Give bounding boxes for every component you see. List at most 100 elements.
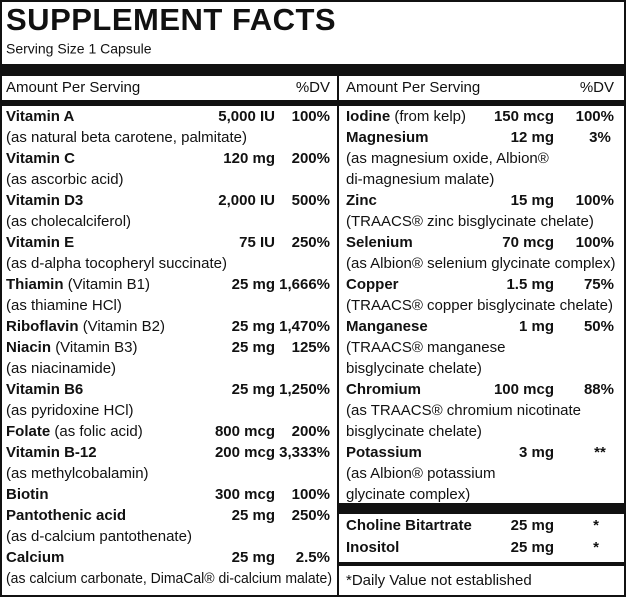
nutrient-source: bisglycinate chelate) — [346, 423, 482, 440]
daily-value: * — [593, 539, 599, 556]
nutrient-name: Folate — [6, 423, 50, 440]
nutrient-name-line: Vitamin B6 — [6, 381, 83, 398]
nutrient-name: Niacin — [6, 339, 51, 356]
nutrient-name: Zinc — [346, 192, 377, 209]
amount: 25 mg — [511, 539, 554, 556]
nutrient-name-line: Thiamin (Vitamin B1) — [6, 276, 150, 293]
amount: 300 mcg — [215, 486, 275, 503]
daily-value: 1,250% — [279, 381, 330, 398]
daily-value: 3,333% — [279, 444, 330, 461]
daily-value: 125% — [292, 339, 330, 356]
nutrient-name: Selenium — [346, 234, 413, 251]
daily-value: 200% — [292, 150, 330, 167]
amount: 5,000 IU — [218, 108, 275, 125]
daily-value: 88% — [584, 381, 614, 398]
amount: 800 mcg — [215, 423, 275, 440]
nutrient-name-line: Biotin — [6, 486, 49, 503]
daily-value: 1,470% — [279, 318, 330, 335]
nutrient-qualifier: (as folic acid) — [54, 423, 142, 440]
amount: 70 mcg — [502, 234, 554, 251]
nutrient-source: di-magnesium malate) — [346, 171, 494, 188]
nutrient-name-line: Vitamin A — [6, 108, 75, 125]
amount: 25 mg — [511, 517, 554, 534]
daily-value: 100% — [292, 486, 330, 503]
daily-value: 50% — [584, 318, 614, 335]
nutrient-name: Copper — [346, 276, 399, 293]
header-rule — [0, 100, 626, 106]
daily-value: 250% — [292, 234, 330, 251]
amount: 25 mg — [232, 276, 275, 293]
amount: 150 mcg — [494, 108, 554, 125]
daily-value: 3% — [589, 129, 611, 146]
amount: 3 mg — [519, 444, 554, 461]
amount: 25 mg — [232, 318, 275, 335]
nutrient-name-line: Calcium — [6, 549, 64, 566]
nutrient-name-line: Zinc — [346, 192, 377, 209]
nutrient-source: (as ascorbic acid) — [6, 171, 124, 188]
nutrient-source: (as methylcobalamin) — [6, 465, 149, 482]
nutrient-source: (as magnesium oxide, Albion® — [346, 150, 549, 167]
nutrient-name: Potassium — [346, 444, 422, 461]
nutrient-qualifier: (Vitamin B1) — [68, 276, 150, 293]
title: SUPPLEMENT FACTS — [6, 2, 336, 37]
nutrient-name-line: Manganese — [346, 318, 428, 335]
nutrient-name: Riboflavin — [6, 318, 79, 335]
daily-value: 100% — [292, 108, 330, 125]
section-rule — [339, 503, 626, 514]
nutrient-source: (TRAACS® zinc bisglycinate chelate) — [346, 213, 594, 230]
nutrient-name-line: Vitamin D3 — [6, 192, 83, 209]
amount: 12 mg — [511, 129, 554, 146]
footnote-rule — [339, 562, 626, 566]
nutrient-qualifier: (from kelp) — [394, 108, 466, 125]
amount: 120 mg — [223, 150, 275, 167]
daily-value: 100% — [576, 192, 614, 209]
nutrient-source: (as d-alpha tocopheryl succinate) — [6, 255, 227, 272]
nutrient-name: Biotin — [6, 486, 49, 503]
nutrient-name: Vitamin A — [6, 108, 75, 125]
nutrient-name: Iodine — [346, 108, 390, 125]
nutrient-source: (TRAACS® copper bisglycinate chelate) — [346, 297, 613, 314]
nutrient-name: Choline Bitartrate — [346, 517, 472, 534]
daily-value: 100% — [576, 108, 614, 125]
column-header: Amount Per Serving — [6, 79, 140, 96]
daily-value: ** — [594, 444, 606, 461]
amount: 25 mg — [232, 381, 275, 398]
nutrient-source: (as natural beta carotene, palmitate) — [6, 129, 247, 146]
nutrient-name: Calcium — [6, 549, 64, 566]
nutrient-name-line: Vitamin B-12 — [6, 444, 97, 461]
nutrient-name: Manganese — [346, 318, 428, 335]
nutrient-name-line: Selenium — [346, 234, 413, 251]
nutrient-name-line: Copper — [346, 276, 399, 293]
nutrient-name-line: Potassium — [346, 444, 422, 461]
nutrient-name-line: Pantothenic acid — [6, 507, 126, 524]
amount: 25 mg — [232, 549, 275, 566]
nutrient-name: Chromium — [346, 381, 421, 398]
nutrient-qualifier: (Vitamin B3) — [55, 339, 137, 356]
amount: 200 mcg — [215, 444, 275, 461]
nutrient-name-line: Iodine (from kelp) — [346, 108, 466, 125]
nutrient-source: bisglycinate chelate) — [346, 360, 482, 377]
column-header-dv: %DV — [580, 79, 614, 96]
amount: 25 mg — [232, 339, 275, 356]
nutrient-source: (as Albion® selenium glycinate complex) — [346, 255, 616, 272]
nutrient-source: (as TRAACS® chromium nicotinate — [346, 402, 581, 419]
nutrient-name: Vitamin D3 — [6, 192, 83, 209]
daily-value: * — [593, 517, 599, 534]
nutrient-name-line: Vitamin C — [6, 150, 75, 167]
nutrient-source: (TRAACS® manganese — [346, 339, 505, 356]
nutrient-source: (as cholecalciferol) — [6, 213, 131, 230]
nutrient-name-line: Magnesium — [346, 129, 429, 146]
nutrient-source: (as thiamine HCl) — [6, 297, 122, 314]
daily-value: 250% — [292, 507, 330, 524]
footnote: *Daily Value not established — [346, 572, 532, 589]
nutrient-name-line: Folate (as folic acid) — [6, 423, 143, 440]
daily-value: 2.5% — [296, 549, 330, 566]
serving-size: Serving Size 1 Capsule — [6, 41, 152, 57]
amount: 75 IU — [239, 234, 275, 251]
amount: 25 mg — [232, 507, 275, 524]
nutrient-name: Vitamin B-12 — [6, 444, 97, 461]
thick-rule — [0, 64, 626, 76]
nutrient-name: Vitamin E — [6, 234, 74, 251]
nutrient-name: Vitamin C — [6, 150, 75, 167]
